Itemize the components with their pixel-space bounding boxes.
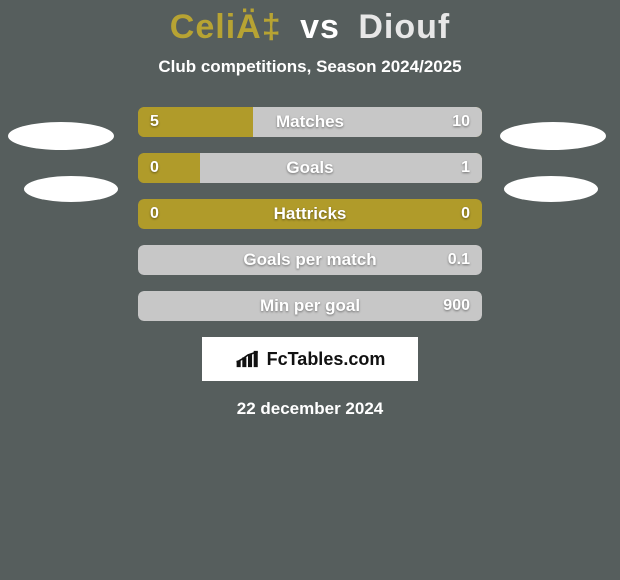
decorative-ellipse xyxy=(504,176,598,202)
decorative-ellipse xyxy=(24,176,118,202)
title-player2: Diouf xyxy=(358,8,450,46)
bar-right-fill xyxy=(200,153,482,183)
bar-background xyxy=(138,291,482,321)
title-vs: vs xyxy=(300,8,340,46)
subtitle: Club competitions, Season 2024/2025 xyxy=(0,57,620,77)
comparison-bar: Matches510 xyxy=(138,107,482,137)
bar-left-fill xyxy=(138,107,253,137)
decorative-ellipse xyxy=(8,122,114,150)
bar-background xyxy=(138,199,482,229)
comparison-bar: Goals per match0.1 xyxy=(138,245,482,275)
comparison-bar: Goals01 xyxy=(138,153,482,183)
page-title: CeliÄ‡ vs Diouf xyxy=(0,0,620,47)
logo-text: FcTables.com xyxy=(267,349,386,370)
bar-left-fill xyxy=(138,153,200,183)
comparison-bar: Hattricks00 xyxy=(138,199,482,229)
bars-icon xyxy=(235,348,261,370)
bar-right-fill xyxy=(253,107,482,137)
bar-background xyxy=(138,245,482,275)
title-player1: CeliÄ‡ xyxy=(170,8,282,46)
comparison-bars: Matches510 Goals01 Hattricks00 Goals per ma… xyxy=(138,107,482,321)
decorative-ellipse xyxy=(500,122,606,150)
source-logo: FcTables.com xyxy=(202,337,418,381)
comparison-bar: Min per goal900 xyxy=(138,291,482,321)
date-label: 22 december 2024 xyxy=(0,399,620,419)
